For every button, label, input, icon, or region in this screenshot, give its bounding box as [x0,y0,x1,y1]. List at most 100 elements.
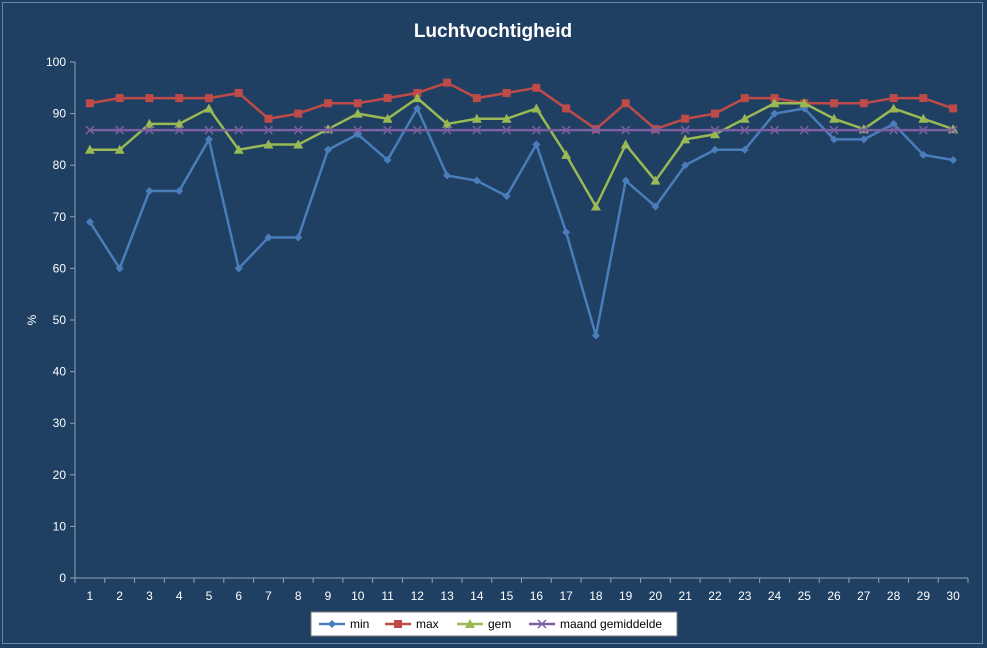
data-point-min [324,145,333,154]
data-point-max [919,94,928,103]
data-point-maand-gemiddelde [412,125,422,135]
data-point-maand-gemiddelde [650,125,660,135]
data-point-max [413,88,422,97]
data-point-min [830,135,839,144]
data-point-max [681,114,690,123]
data-point-maand-gemiddelde [829,125,839,135]
data-point-gem [590,201,601,211]
data-point-gem [918,113,929,123]
data-point-min [264,233,273,242]
data-point-max [859,99,868,108]
data-point-maand-gemiddelde [561,125,571,135]
x-tick-label: 12 [411,589,425,603]
data-point-maand-gemiddelde [889,125,899,135]
data-point-min [740,145,749,154]
y-tick-label: 40 [53,365,67,379]
data-point-gem [799,98,810,108]
marker-stroke [353,125,363,135]
data-point-maand-gemiddelde [948,125,958,135]
x-tick-label: 27 [857,589,871,603]
legend-label: maand gemiddelde [560,617,662,631]
data-point-max [294,109,303,118]
marker-stroke [591,125,601,135]
data-point-max [175,94,184,103]
data-point-max [740,94,749,103]
x-tick-label: 26 [827,589,841,603]
series-line-min [88,107,954,337]
legend-marker [465,619,475,628]
x-tick-label: 5 [206,589,213,603]
data-point-max [889,94,898,103]
marker-stroke [561,125,571,135]
data-point-min [889,119,898,128]
data-point-max [770,94,779,103]
data-point-max [115,94,124,103]
data-point-gem [501,113,512,123]
marker-stroke [323,125,333,135]
x-tick-label: 6 [235,589,242,603]
x-tick-label: 8 [295,589,302,603]
data-point-gem [561,149,572,159]
x-tick-label: 20 [649,589,663,603]
y-tick-label: 90 [53,107,67,121]
data-point-maand-gemiddelde [234,125,244,135]
data-point-max [949,104,958,113]
x-tick-label: 30 [946,589,960,603]
x-tick-label: 11 [381,589,394,603]
series-max [85,78,958,134]
x-tick-label: 13 [440,589,454,603]
data-point-maand-gemiddelde [293,125,303,135]
data-point-min [859,135,868,144]
data-point-gem [531,103,542,113]
data-point-min [204,135,213,144]
x-tick-label: 15 [500,589,514,603]
data-point-maand-gemiddelde [85,125,95,135]
legend-marker [328,620,336,628]
data-point-max [443,78,452,87]
marker-stroke [502,125,512,135]
y-tick-label: 20 [53,468,67,482]
series-gem [84,93,959,211]
data-point-max [532,83,541,92]
data-point-gem [769,98,780,108]
x-tick-label: 3 [146,589,153,603]
x-tick-label: 22 [708,589,722,603]
x-tick-label: 24 [768,589,782,603]
data-point-maand-gemiddelde [472,125,482,135]
data-point-gem [174,118,185,128]
data-point-gem [203,103,214,113]
marker-stroke [263,125,274,135]
marker-stroke [829,125,839,135]
y-tick-label: 60 [53,261,67,275]
x-tick-label: 2 [116,589,123,603]
marker-stroke [650,125,660,135]
data-point-gem [888,103,899,113]
data-point-max [383,94,392,103]
data-point-gem [293,139,304,149]
data-point-maand-gemiddelde [799,125,809,135]
data-point-gem [412,93,423,103]
marker-stroke [85,125,95,135]
data-point-maand-gemiddelde [621,125,631,135]
series-layer [84,78,959,340]
marker-stroke [859,125,869,135]
data-point-min [562,228,571,237]
data-point-gem [829,113,840,123]
data-point-gem [471,113,482,123]
marker-stroke [531,125,541,135]
data-point-max [353,99,362,108]
marker-stroke [412,125,422,135]
series-maand-gemiddelde [85,125,958,135]
marker-stroke [383,125,393,135]
data-point-gem [84,144,95,154]
chart-title: Luchtvochtigheid [414,21,572,42]
legend-marker [394,620,402,628]
data-point-maand-gemiddelde [591,125,601,135]
data-point-max [621,99,630,108]
data-point-gem [650,175,661,185]
data-point-min [651,202,660,211]
data-point-gem [114,144,125,154]
data-point-maand-gemiddelde [740,125,750,135]
x-tick-label: 28 [887,589,901,603]
x-tick-label: 10 [351,589,365,603]
